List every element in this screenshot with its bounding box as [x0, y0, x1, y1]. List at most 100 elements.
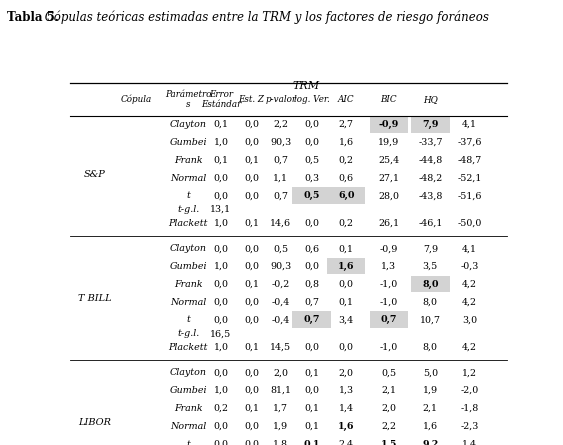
Text: t: t [186, 316, 190, 324]
Text: 0,0: 0,0 [244, 174, 259, 182]
Text: 81,1: 81,1 [270, 386, 291, 395]
Text: 0,5: 0,5 [304, 156, 319, 165]
Text: 2,2: 2,2 [381, 422, 396, 431]
Text: 0,5: 0,5 [303, 191, 320, 200]
Text: 1,9: 1,9 [423, 386, 438, 395]
Text: 4,1: 4,1 [462, 244, 477, 253]
Text: t-g.l.: t-g.l. [177, 205, 199, 214]
Text: Normal: Normal [170, 422, 206, 431]
Text: 1,0: 1,0 [213, 138, 229, 147]
Text: 0,0: 0,0 [244, 298, 259, 307]
Text: Frank: Frank [174, 280, 203, 289]
Text: 4,2: 4,2 [462, 343, 477, 352]
Text: Cópulas teóricas estimadas entre la TRM y los factores de riesgo foráneos: Cópulas teóricas estimadas entre la TRM … [41, 11, 489, 24]
Text: 2,7: 2,7 [338, 120, 354, 129]
Text: 0,1: 0,1 [244, 156, 259, 165]
Text: 1,4: 1,4 [338, 404, 354, 413]
Text: 0,0: 0,0 [244, 440, 259, 445]
Text: -50,0: -50,0 [457, 219, 482, 228]
Bar [292, 436, 331, 445]
Text: HQ: HQ [423, 95, 437, 104]
Text: -0,4: -0,4 [271, 298, 290, 307]
Text: 8,0: 8,0 [423, 343, 438, 352]
Text: 1,6: 1,6 [423, 422, 438, 431]
Text: 1,0: 1,0 [213, 386, 229, 395]
Bar [370, 436, 408, 445]
Text: 0,0: 0,0 [213, 191, 229, 200]
Text: 0,2: 0,2 [338, 156, 354, 165]
Text: 0,2: 0,2 [338, 219, 354, 228]
Text: 0,0: 0,0 [244, 386, 259, 395]
Text: 1,8: 1,8 [273, 440, 288, 445]
Text: 8,0: 8,0 [422, 280, 439, 289]
Text: 2,2: 2,2 [273, 120, 288, 129]
Text: S&P: S&P [83, 170, 105, 178]
Text: 0,0: 0,0 [338, 280, 354, 289]
Text: -33,7: -33,7 [418, 138, 443, 147]
Text: 16,5: 16,5 [211, 329, 231, 338]
Text: 27,1: 27,1 [378, 174, 399, 182]
Text: 3,5: 3,5 [423, 262, 438, 271]
Text: 0,0: 0,0 [304, 219, 319, 228]
Text: 0,0: 0,0 [338, 343, 354, 352]
Text: 0,0: 0,0 [244, 244, 259, 253]
Text: 1,5: 1,5 [381, 440, 397, 445]
Text: 2,1: 2,1 [423, 404, 438, 413]
Text: 1,0: 1,0 [213, 343, 229, 352]
Text: 0,0: 0,0 [213, 244, 229, 253]
Text: Tabla 5.: Tabla 5. [7, 11, 59, 24]
Bar [411, 116, 449, 133]
Bar [292, 187, 331, 204]
Bar [370, 116, 408, 133]
Text: -0,3: -0,3 [461, 262, 479, 271]
Text: 0,5: 0,5 [273, 244, 288, 253]
Text: 0,7: 0,7 [273, 191, 288, 200]
Text: 0,7: 0,7 [273, 156, 288, 165]
Text: Gumbei: Gumbei [169, 386, 207, 395]
Text: -1,0: -1,0 [380, 298, 398, 307]
Text: 0,8: 0,8 [304, 280, 319, 289]
Text: Normal: Normal [170, 298, 206, 307]
Text: -37,6: -37,6 [457, 138, 482, 147]
Text: 0,1: 0,1 [304, 368, 319, 377]
Text: 0,0: 0,0 [213, 440, 229, 445]
Text: 10,7: 10,7 [420, 316, 441, 324]
Text: 6,0: 6,0 [338, 191, 354, 200]
Text: 1,9: 1,9 [273, 422, 288, 431]
Text: 1,1: 1,1 [273, 174, 288, 182]
Text: 0,0: 0,0 [244, 422, 259, 431]
Text: 0,1: 0,1 [213, 120, 229, 129]
Text: -48,2: -48,2 [418, 174, 443, 182]
Text: -52,1: -52,1 [457, 174, 482, 182]
Text: 1,3: 1,3 [338, 386, 354, 395]
Text: 0,3: 0,3 [304, 174, 319, 182]
Text: 0,0: 0,0 [304, 343, 319, 352]
Text: 0,0: 0,0 [213, 298, 229, 307]
Text: -2,3: -2,3 [461, 422, 479, 431]
Text: T BILL: T BILL [78, 294, 111, 303]
Text: t-g.l.: t-g.l. [177, 329, 199, 338]
Text: 19,9: 19,9 [378, 138, 400, 147]
Text: 0,0: 0,0 [244, 262, 259, 271]
Text: 0,7: 0,7 [381, 316, 397, 324]
Text: 0,1: 0,1 [304, 404, 319, 413]
Text: Frank: Frank [174, 404, 203, 413]
Text: Clayton: Clayton [169, 244, 207, 253]
Text: Gumbei: Gumbei [169, 138, 207, 147]
Text: 0,0: 0,0 [304, 262, 319, 271]
Text: p-valor: p-valor [265, 95, 296, 104]
Text: -51,6: -51,6 [457, 191, 482, 200]
Text: 0,0: 0,0 [244, 368, 259, 377]
Text: 0,0: 0,0 [213, 368, 229, 377]
Text: 7,9: 7,9 [422, 120, 439, 129]
Text: 14,5: 14,5 [270, 343, 291, 352]
Text: -1,0: -1,0 [380, 343, 398, 352]
Text: 0,2: 0,2 [213, 404, 229, 413]
Text: 0,7: 0,7 [303, 316, 320, 324]
Text: 9,2: 9,2 [422, 440, 439, 445]
Text: 5,0: 5,0 [423, 368, 438, 377]
Text: AIC: AIC [338, 95, 355, 104]
Text: -0,9: -0,9 [379, 120, 399, 129]
Text: 8,0: 8,0 [423, 298, 438, 307]
Text: t: t [186, 191, 190, 200]
